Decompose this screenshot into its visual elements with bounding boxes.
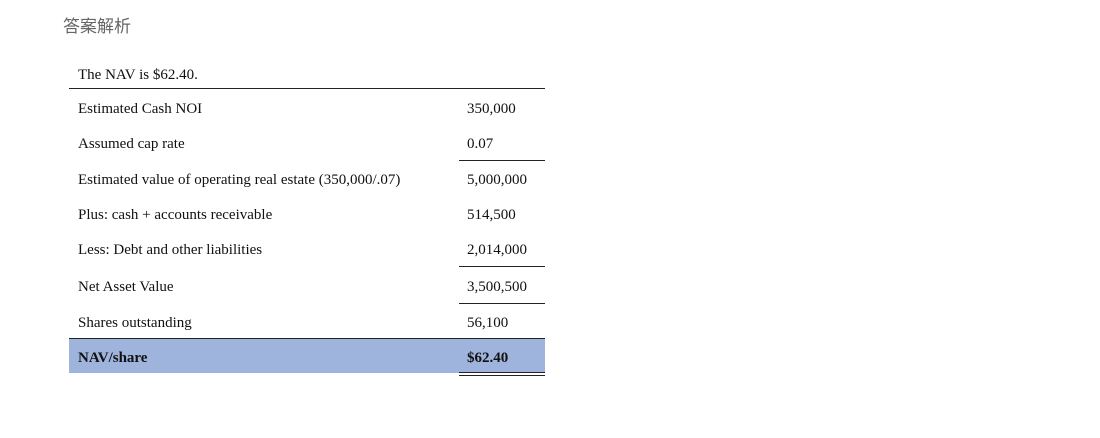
rule [69,338,545,339]
caption: The NAV is $62.40. [78,67,198,83]
section-title: 答案解析 [63,17,131,37]
row-value: 350,000 [467,101,516,117]
row-value: 2,014,000 [467,242,527,258]
row-value: 3,500,500 [467,279,527,295]
underline [459,266,545,267]
row-label: NAV/share [78,350,148,366]
row-value: 0.07 [467,136,494,152]
row-value: 56,100 [467,315,509,331]
highlight-row [69,339,545,373]
row-label: Shares outstanding [78,315,192,331]
row-value: $62.40 [467,350,509,366]
row-label: Estimated Cash NOI [78,101,203,117]
double-underline [459,375,545,376]
underline [459,303,545,304]
row-value: 514,500 [467,207,516,223]
rule [69,88,545,89]
row-label: Less: Debt and other liabilities [78,242,263,258]
double-underline [459,372,545,373]
underline [459,160,545,161]
row-value: 5,000,000 [467,172,527,188]
row-label: Assumed cap rate [78,136,185,152]
row-label: Estimated value of operating real estate… [78,172,401,188]
row-label: Plus: cash + accounts receivable [78,207,273,223]
row-label: Net Asset Value [78,279,174,295]
